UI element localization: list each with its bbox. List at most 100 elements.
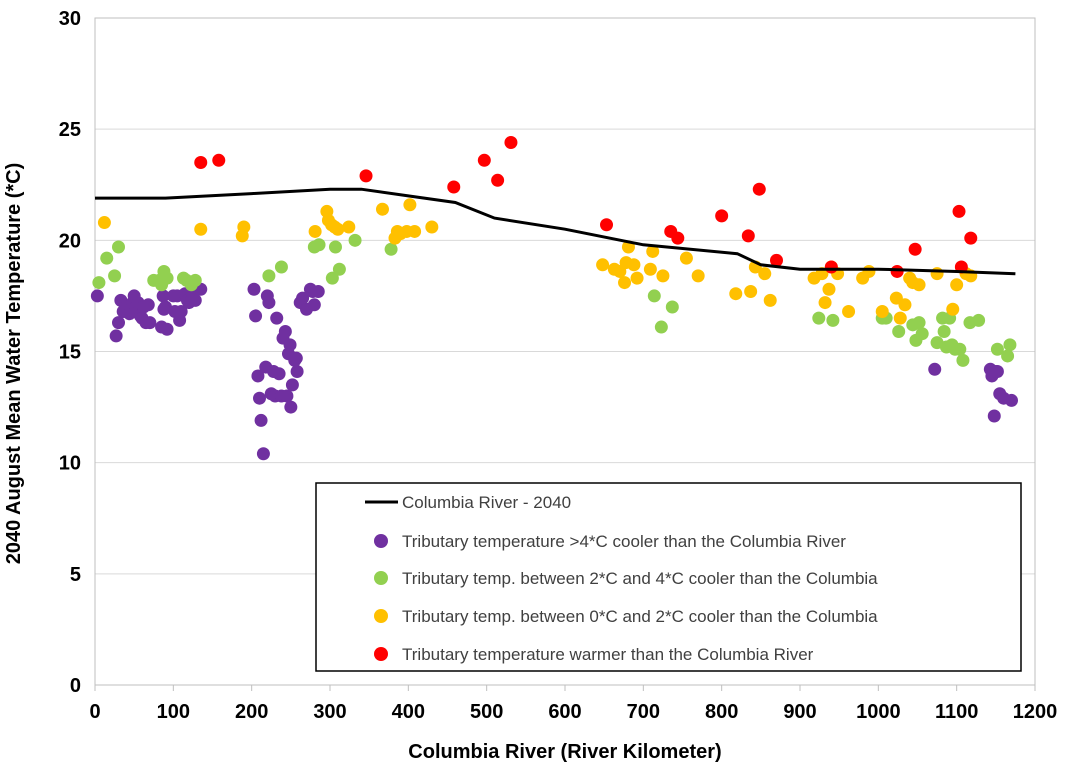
point-series-0 (284, 400, 298, 414)
y-tick-label: 25 (59, 119, 81, 141)
point-series-2 (618, 276, 632, 290)
x-axis-title: Columbia River (River Kilometer) (408, 741, 721, 763)
point-series-0 (928, 362, 942, 376)
y-tick-label: 30 (59, 8, 81, 30)
point-series-2 (950, 278, 964, 292)
point-series-0 (280, 389, 294, 403)
point-series-0 (289, 351, 303, 365)
point-series-2 (763, 293, 777, 307)
point-series-2 (630, 271, 644, 285)
point-series-2 (375, 202, 389, 216)
point-series-1 (188, 273, 202, 287)
data-points (90, 136, 1018, 461)
point-series-2 (403, 198, 417, 212)
point-series-3 (752, 182, 766, 196)
point-series-2 (912, 278, 926, 292)
point-series-1 (92, 276, 106, 290)
point-series-1 (912, 316, 926, 330)
point-series-1 (647, 289, 661, 303)
point-series-0 (247, 282, 261, 296)
point-series-1 (826, 313, 840, 327)
point-series-1 (953, 342, 967, 356)
point-series-2 (679, 251, 693, 265)
x-tick-label: 1200 (1013, 701, 1058, 723)
point-series-0 (254, 413, 268, 427)
point-series-0 (1005, 393, 1018, 407)
point-series-1 (332, 262, 346, 276)
point-series-2 (342, 220, 356, 234)
point-series-1 (915, 327, 929, 341)
point-series-3 (600, 218, 614, 232)
point-series-2 (643, 262, 657, 276)
point-series-0 (90, 289, 104, 303)
legend-box (315, 482, 1022, 672)
point-series-2 (875, 304, 889, 318)
x-tick-label: 500 (470, 701, 503, 723)
point-series-0 (270, 311, 284, 325)
point-series-0 (249, 309, 263, 323)
point-series-0 (272, 367, 286, 381)
point-series-2 (425, 220, 439, 234)
point-series-0 (262, 296, 276, 310)
point-series-1 (937, 324, 951, 338)
point-series-2 (646, 244, 660, 258)
point-series-2 (331, 222, 345, 236)
point-series-1 (654, 320, 668, 334)
x-tick-label: 100 (157, 701, 190, 723)
x-tick-label: 200 (235, 701, 268, 723)
point-series-2 (758, 267, 772, 281)
point-series-2 (898, 298, 912, 312)
point-series-3 (964, 231, 978, 245)
point-series-2 (893, 311, 907, 325)
point-series-3 (491, 173, 505, 187)
point-series-2 (729, 287, 743, 301)
point-series-0 (109, 329, 123, 343)
point-series-1 (972, 313, 986, 327)
x-tick-label: 900 (783, 701, 816, 723)
y-tick-label: 20 (59, 230, 81, 252)
point-series-2 (818, 296, 832, 310)
point-series-1 (274, 260, 288, 274)
columbia-river-2040-line (95, 187, 1016, 276)
point-series-2 (691, 269, 705, 283)
point-series-0 (141, 298, 155, 312)
point-series-1 (665, 300, 679, 314)
point-series-0 (174, 304, 188, 318)
point-series-2 (842, 304, 856, 318)
point-series-3 (890, 264, 904, 278)
point-series-2 (237, 220, 251, 234)
point-series-1 (384, 242, 398, 256)
x-tick-label: 800 (705, 701, 738, 723)
point-series-3 (908, 242, 922, 256)
x-tick-label: 400 (392, 701, 425, 723)
point-series-1 (325, 271, 339, 285)
x-tick-label: 1100 (935, 701, 978, 723)
legend-label-series-0: Tributary temperature >4*C cooler than t… (402, 532, 846, 551)
point-series-1 (1003, 338, 1017, 352)
point-series-0 (987, 409, 1001, 423)
x-tick-label: 700 (627, 701, 660, 723)
point-series-2 (862, 264, 876, 278)
point-series-2 (627, 258, 641, 272)
y-tick-label: 0 (70, 675, 81, 697)
x-tick-label: 600 (548, 701, 581, 723)
point-series-0 (307, 298, 321, 312)
point-series-3 (952, 204, 966, 218)
point-series-2 (408, 224, 422, 238)
legend-label-series-1: Tributary temp. between 2*C and 4*C cool… (402, 569, 878, 588)
point-series-1 (262, 269, 276, 283)
point-series-0 (112, 316, 125, 330)
point-series-0 (311, 284, 325, 298)
point-series-1 (108, 269, 122, 283)
point-series-0 (143, 316, 157, 330)
point-series-1 (990, 342, 1004, 356)
point-series-0 (253, 391, 266, 405)
point-series-2 (596, 258, 610, 272)
y-tick-label: 15 (59, 342, 81, 364)
point-series-3 (824, 260, 838, 274)
point-series-1 (348, 233, 362, 247)
legend-swatch-series-2 (374, 609, 388, 623)
point-series-0 (278, 324, 292, 338)
point-series-1 (112, 240, 125, 254)
